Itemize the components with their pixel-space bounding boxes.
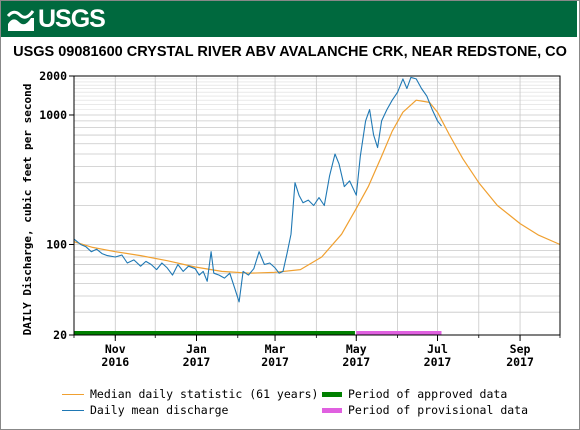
legend-daily-label: Daily mean discharge [90,403,229,417]
usgs-banner: USGS [1,1,577,37]
legend-median-label: Median daily statistic (61 years) [90,387,319,401]
y-tick-label: 2000 [39,69,67,83]
daily-mean-series-line [73,76,442,303]
legend-median: Median daily statistic (61 years) [62,387,318,401]
y-axis-label: DAILY Discharge, cubic feet per second [21,84,34,336]
x-tick-label-year: 2017 [261,355,289,369]
x-tick-label-month: Nov [105,342,126,356]
usgs-wave-icon [7,10,35,31]
median-swatch [62,393,84,395]
x-tick-label-month: Jul [427,342,448,356]
legend-approved-label: Period of approved data [348,387,508,401]
y-tick-label: 20 [53,328,67,342]
legend-approved: Period of approved data [322,387,507,401]
legend-provisional: Period of provisional data [322,403,528,417]
x-tick-label-year: 2017 [183,355,211,369]
y-tick-label: 100 [46,237,67,251]
provisional-swatch [322,407,342,413]
approval-bar [356,331,442,335]
daily-swatch [62,409,84,411]
usgs-logo-text: USGS [38,4,106,33]
approval-bar [74,331,355,335]
usgs-logo[interactable]: USGS [7,4,106,33]
x-tick-label-year: 2016 [101,355,129,369]
x-tick-label-month: Mar [265,342,286,356]
legend-daily: Daily mean discharge [62,403,228,417]
x-tick-label-year: 2017 [506,355,534,369]
x-tick-label-year: 2017 [342,355,370,369]
median-series-line [73,99,561,274]
plot-border [73,75,561,336]
x-tick-label-year: 2017 [424,355,452,369]
x-tick-label-month: Jan [186,342,207,356]
chart-title: USGS 09081600 CRYSTAL RIVER ABV AVALANCH… [13,44,567,60]
legend-provisional-label: Period of provisional data [348,403,529,417]
x-tick-label-month: May [346,342,367,356]
y-tick-label: 1000 [39,108,67,122]
x-tick-label-month: Sep [510,342,531,356]
approved-swatch [322,391,342,397]
